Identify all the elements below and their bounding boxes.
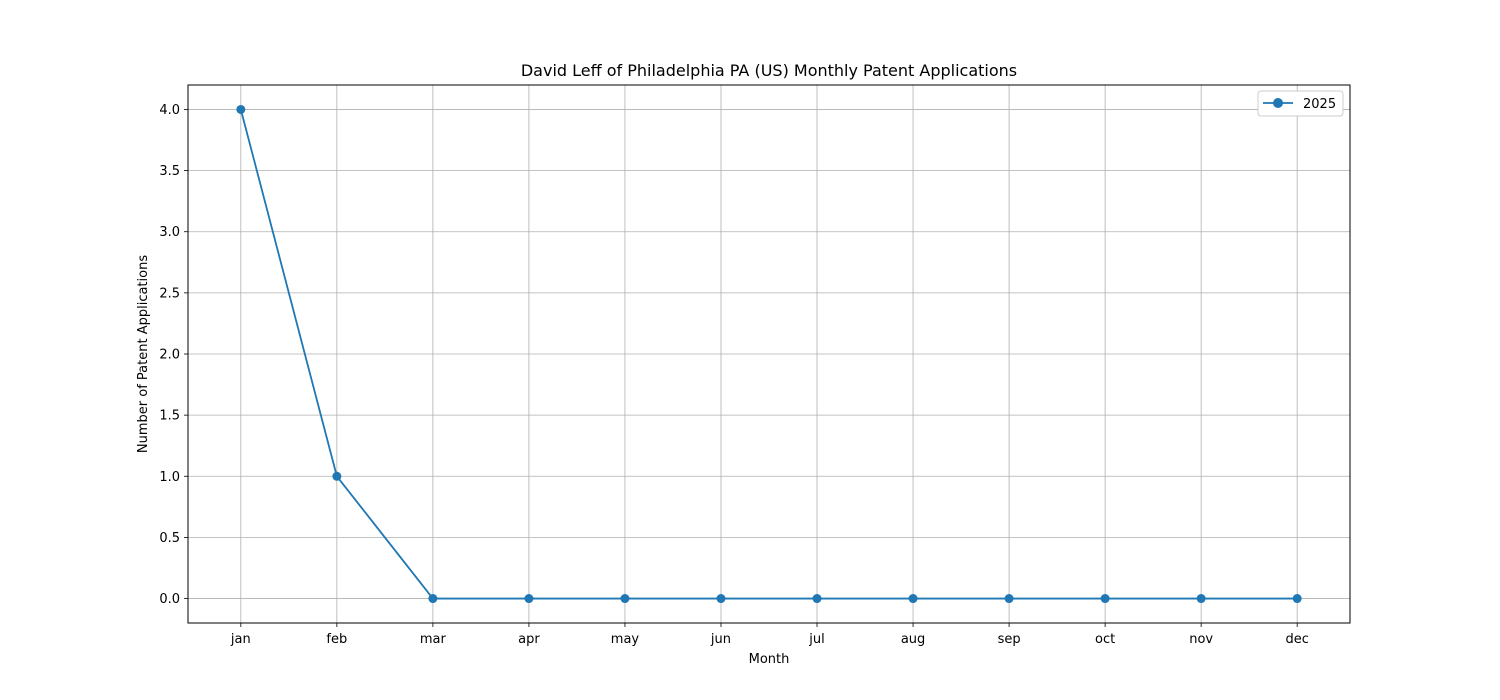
y-tick-label: 2.0: [159, 348, 180, 363]
x-tick-label: jul: [808, 632, 824, 647]
data-point-may: [620, 594, 629, 603]
legend: 2025: [1258, 91, 1343, 116]
y-tick-label: 4.0: [159, 103, 180, 118]
x-tick-label: mar: [420, 632, 447, 647]
chart-title: David Leff of Philadelphia PA (US) Month…: [521, 61, 1017, 80]
legend-marker-swatch: [1273, 98, 1283, 108]
data-point-aug: [909, 594, 918, 603]
y-tick-label: 3.0: [159, 225, 180, 240]
data-point-apr: [524, 594, 533, 603]
y-axis-label: Number of Patent Applications: [136, 255, 151, 453]
x-tick-label: aug: [901, 632, 925, 647]
y-tick-label: 0.0: [159, 592, 180, 607]
data-point-jul: [813, 594, 822, 603]
y-tick-label: 3.5: [159, 164, 180, 179]
x-tick-label: feb: [326, 632, 347, 647]
x-axis-label: Month: [749, 652, 790, 667]
x-tick-label: sep: [998, 632, 1021, 647]
x-tick-label: oct: [1095, 632, 1115, 647]
data-point-nov: [1197, 594, 1206, 603]
data-point-sep: [1005, 594, 1014, 603]
data-point-jan: [236, 105, 245, 114]
x-tick-label: jun: [710, 632, 731, 647]
y-tick-label: 2.5: [159, 286, 180, 301]
data-point-feb: [332, 472, 341, 481]
x-tick-label: dec: [1285, 632, 1308, 647]
x-tick-label: jan: [230, 632, 251, 647]
data-point-mar: [428, 594, 437, 603]
x-tick-label: may: [611, 632, 640, 647]
y-tick-label: 0.5: [159, 531, 180, 546]
y-tick-label: 1.0: [159, 470, 180, 485]
data-point-jun: [716, 594, 725, 603]
x-tick-label: apr: [518, 632, 540, 647]
x-tick-label: nov: [1189, 632, 1213, 647]
legend-entry-2025: 2025: [1303, 97, 1336, 112]
y-tick-label: 1.5: [159, 409, 180, 424]
data-point-dec: [1293, 594, 1302, 603]
data-point-oct: [1101, 594, 1110, 603]
